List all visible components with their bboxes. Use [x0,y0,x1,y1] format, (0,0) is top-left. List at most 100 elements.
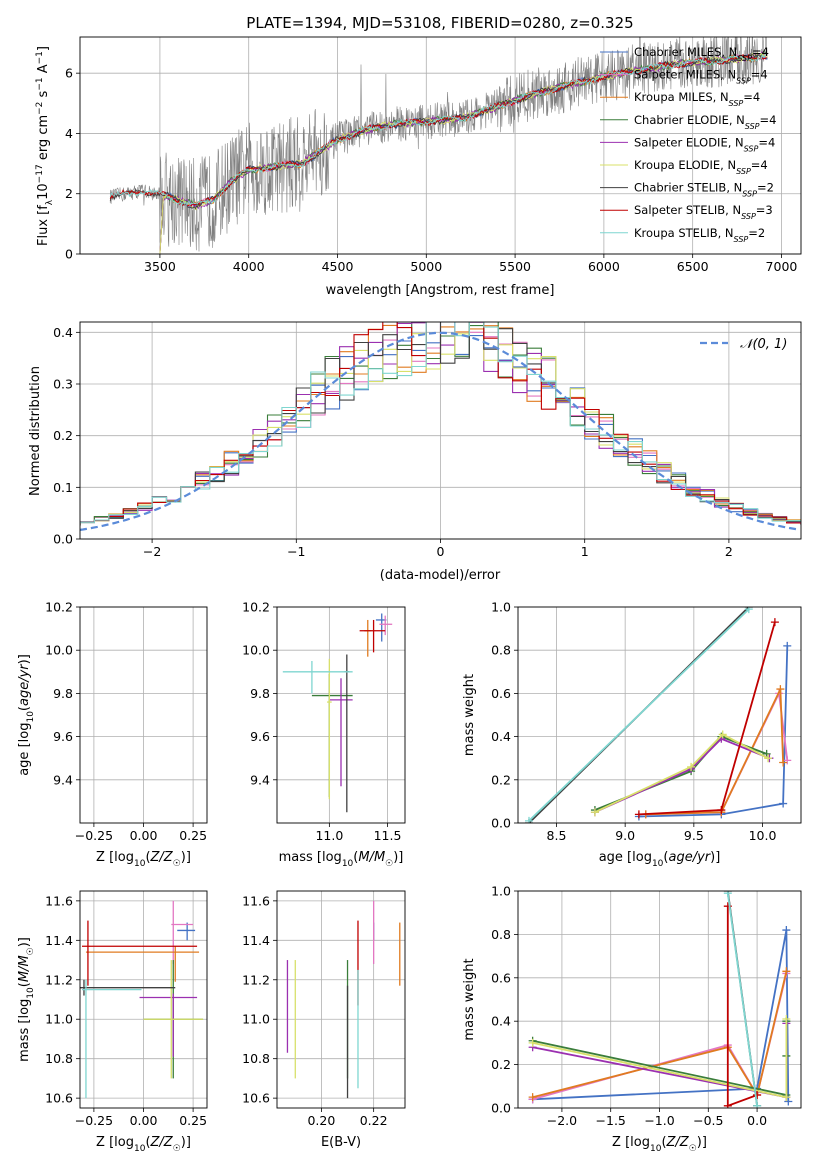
y-tick-label: 0.2 [53,428,73,443]
legend-text: =4 [743,90,760,104]
mass-weight-point [723,891,732,898]
mass-weight-point [590,808,599,817]
label-part: )] [181,1135,191,1150]
mass-weight-point [718,730,727,739]
mass-weight-point [753,1090,762,1099]
legend-text: Salpeter MILES, N [634,68,736,82]
observed-spectrum-line [109,37,768,252]
figure-title: PLATE=1394, MJD=53108, FIBERID=0280, z=0… [246,14,633,32]
mass-weight-point [782,967,791,976]
mass-weight-point [717,806,726,815]
x-tick-label: 7000 [766,259,798,274]
x-tick-label: −0.25 [75,1113,113,1128]
label-part: 10 [652,859,664,869]
y-tick-label: 10.6 [242,1091,270,1106]
label-part: ☉ [173,1144,181,1154]
y-tick-label: 11.4 [45,933,73,948]
x-tick-label: 1 [581,544,589,559]
y-tick-label: 10.8 [242,1051,270,1066]
label-part: 10 [26,987,36,999]
errorbar-plot-area [286,900,401,1099]
label-part: λ [45,199,55,205]
legend-entry: Chabrier ELODIE, NSSP=4 [634,113,776,131]
histogram-plot-area [80,322,801,531]
x-axis-label: age [log10(age/yr)] [599,850,721,869]
x-tick-label: 4500 [322,259,354,274]
x-tick-label: 0.20 [307,1113,335,1128]
label-part: A [36,64,51,77]
mass-weight-point [782,926,791,935]
legend-subscript: SSP [737,54,752,63]
label-part: E(B-V) [321,1135,361,1150]
mass-weight-point [784,1097,793,1106]
x-axis-label: wavelength [Angstrom, rest frame] [326,283,555,298]
label-part: ( [661,1135,666,1150]
axes-frame [276,606,406,824]
y-tick-label: 4 [65,126,73,141]
legend-text: Kroupa ELODIE, N [634,158,736,172]
y-tick-label: 11.2 [45,972,73,987]
y-tick-label: 9.4 [53,772,73,787]
legend-entry: Chabrier MILES, NSSP=4 [634,45,769,63]
legend-entry: Kroupa MILES, NSSP=4 [634,90,760,108]
label-part: age/yr [17,663,32,706]
model-spectrum-line [159,51,768,254]
mass-weight-point [770,618,779,627]
y-tick-label: 0.0 [53,532,73,547]
y-tick-label: 0.4 [53,325,73,340]
x-tick-label: −2 [143,544,161,559]
label-part: 10 [36,183,51,200]
mass-weight-point [723,1101,732,1108]
label-part: Z/Z [150,850,174,865]
mass-weight-point [782,1015,791,1024]
x-axis-label: E(B-V) [321,1135,361,1150]
y-tick-label: 10.2 [45,600,73,615]
x-tick-label: 11.0 [315,828,343,843]
label-part: ( [663,850,668,865]
legend-entry: Kroupa STELIB, NSSP=2 [634,226,765,244]
axes-frame [79,606,208,824]
y-tick-label: 10.0 [242,643,270,658]
label-part: )] [393,850,403,865]
mass-weight-vs-age-panel: 8.5 9.0 9.5 10.0 0.0 0.2 0.4 0.6 0.8 1.0 age [log1… [462,600,802,869]
label-part: age/yr [668,850,711,865]
y-tick-label: 0.6 [491,686,511,701]
x-tick-label: 10.0 [749,828,777,843]
legend-text: =4 [760,113,777,127]
legend-text: Chabrier ELODIE, N [634,113,745,127]
y-tick-label: 1.0 [491,600,511,615]
label-part: )] [17,937,32,947]
x-tick-label: 0.25 [179,1113,207,1128]
x-tick-label: 3500 [144,259,176,274]
label-part: Z [log [96,850,134,865]
y-tick-label: 11.6 [45,893,73,908]
y-tick-label: 0.4 [491,1014,511,1029]
legend-text: Kroupa MILES, N [634,90,729,104]
axes-frame [79,890,208,1109]
mass-weight-point [783,641,792,650]
label-part: ☉ [173,859,181,869]
legend-text: Chabrier STELIB, N [634,181,742,195]
mass-weight-point [524,816,533,823]
mass-weight-point [779,758,788,767]
y-tick-label: 2 [65,186,73,201]
label-part: M/M [17,955,32,982]
mass-weight-point [779,799,788,808]
y-axis-label: mass weight [462,958,477,1040]
y-tick-label: 0.2 [491,1057,511,1072]
x-tick-label: 0 [437,544,445,559]
legend-text: Salpeter ELODIE, N [634,135,744,149]
legend-subscript: SSP [741,212,756,221]
legend-text: =2 [757,181,774,195]
legend-subscript: SSP [736,76,751,85]
y-tick-label: 9.6 [250,729,270,744]
y-axis-label: mass weight [462,674,477,756]
spectrum-plot-area [109,37,768,254]
label-part: )] [697,1135,707,1150]
mass-weight-point [753,1101,762,1108]
y-tick-label: 1.0 [491,884,511,899]
legend-entry: Salpeter MILES, NSSP=4 [634,68,768,86]
label-part: Z/Z [150,1135,174,1150]
label-part: 10 [650,1144,662,1154]
